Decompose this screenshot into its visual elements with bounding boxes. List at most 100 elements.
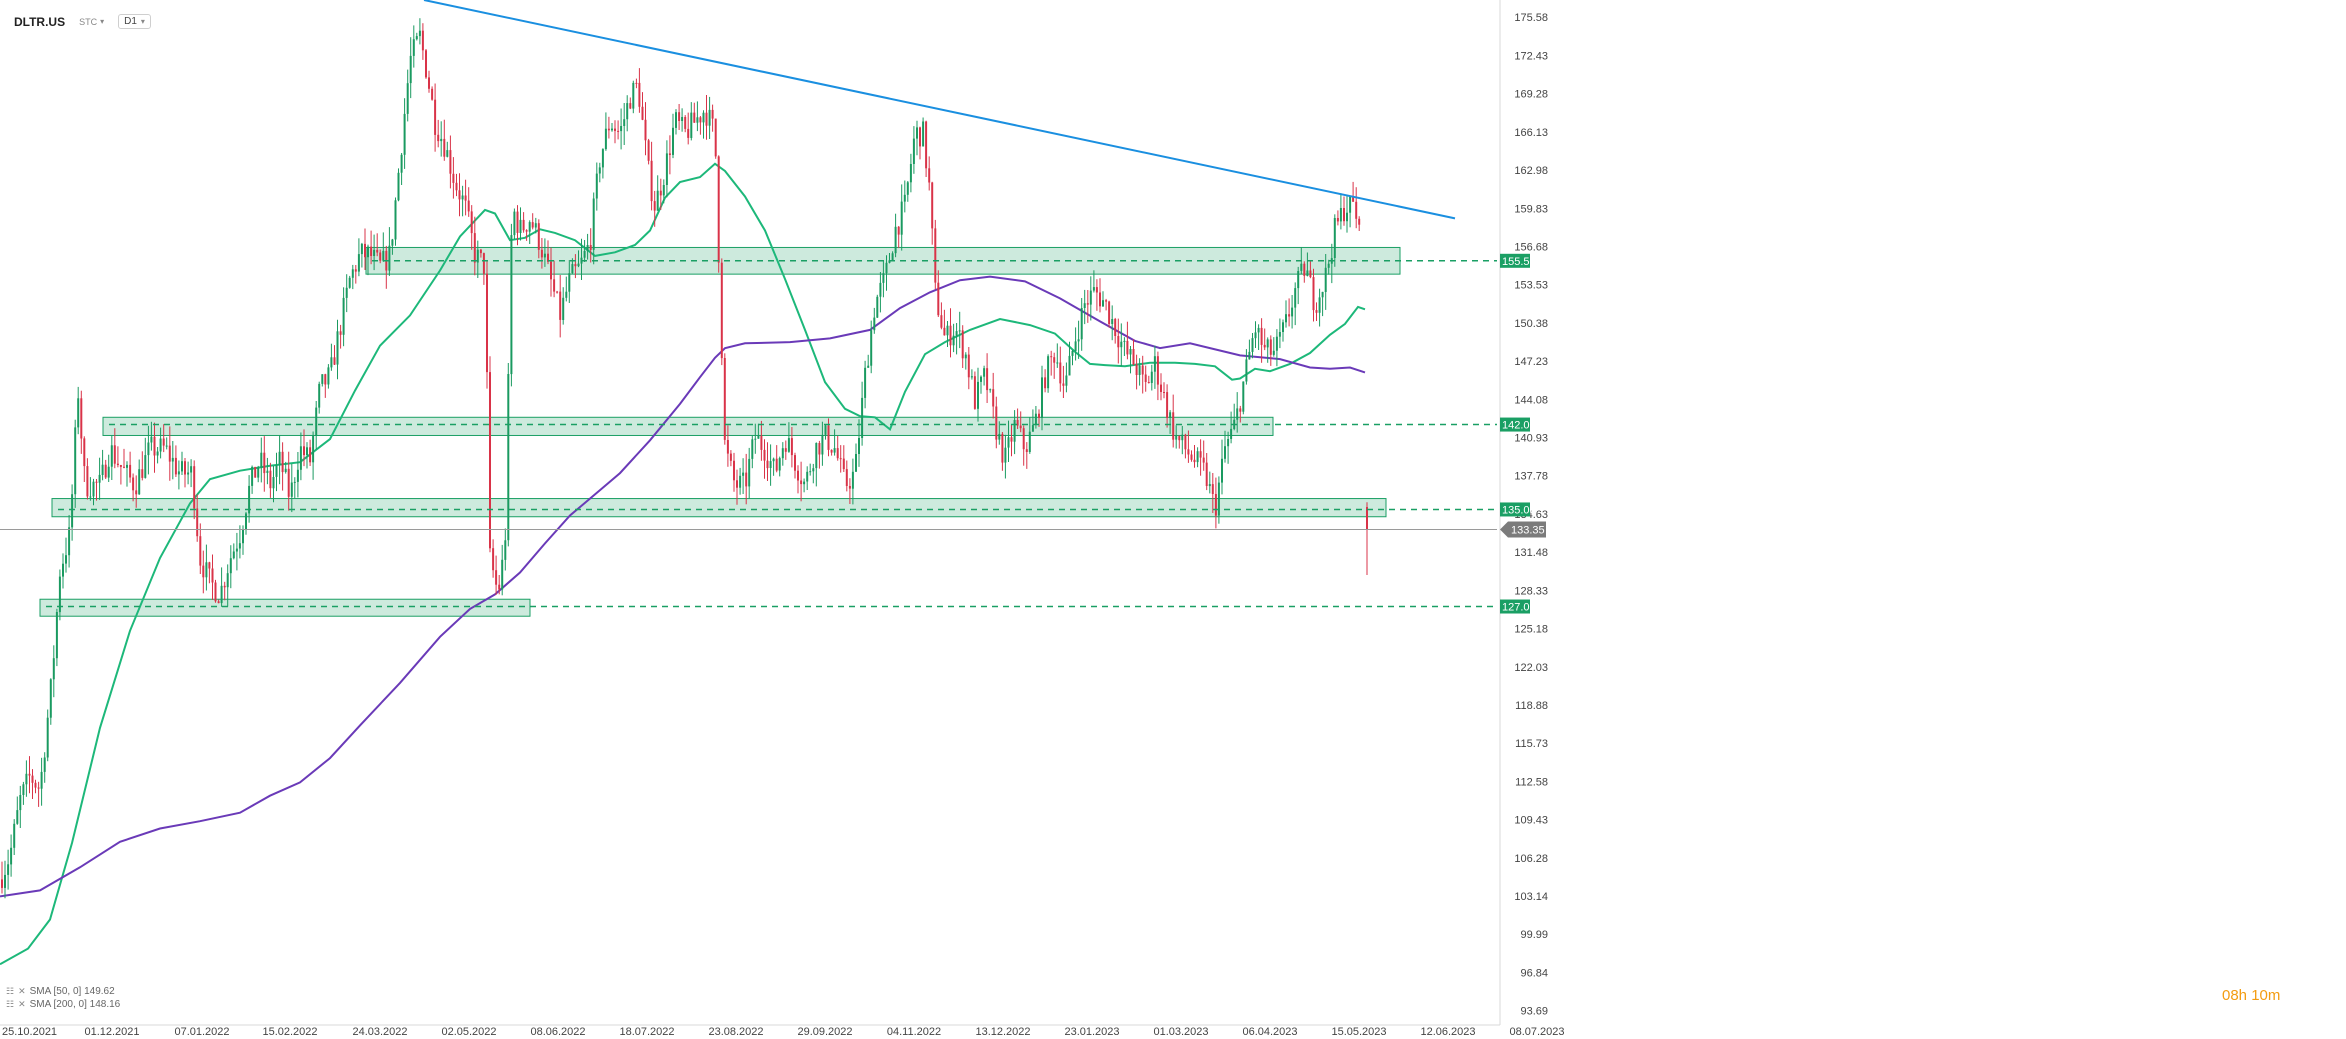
- candle-body: [147, 442, 150, 456]
- candle-body: [1053, 357, 1056, 363]
- y-tick-label: 118.88: [1515, 700, 1548, 712]
- indicator-sma50-label: SMA [50, 0] 149.62: [29, 986, 115, 997]
- currency-label: STC: [79, 16, 98, 27]
- candle-body: [571, 264, 574, 274]
- candle-body: [821, 434, 824, 455]
- candle-body: [205, 562, 208, 578]
- indicator-sma200[interactable]: ☷ ✕ SMA [200, 0] 148.16: [6, 998, 120, 1011]
- candle-body: [696, 117, 699, 123]
- candle-body: [101, 464, 104, 475]
- candle-body: [879, 282, 882, 297]
- candle-body: [870, 330, 873, 366]
- candle-body: [983, 368, 986, 377]
- candle-body: [52, 658, 55, 680]
- timeframe-selector[interactable]: D1 ▾: [118, 14, 151, 29]
- candle-body: [1339, 208, 1342, 222]
- y-tick-label: 125.18: [1514, 624, 1548, 636]
- candle-body: [498, 584, 501, 590]
- candle-body: [232, 551, 235, 559]
- candle-body: [1242, 381, 1245, 412]
- candle-body: [739, 475, 742, 488]
- candle-body: [470, 211, 473, 234]
- candle-body: [217, 601, 220, 604]
- level-tag: [1500, 502, 1530, 517]
- candle-body: [49, 679, 52, 718]
- candle-body: [379, 252, 382, 261]
- settings-icon[interactable]: ☷: [6, 986, 15, 996]
- candle-body: [1324, 267, 1327, 292]
- candle-body: [723, 358, 726, 440]
- sma-50-line: [0, 162, 1366, 966]
- candle-body: [1333, 218, 1336, 258]
- candle-body: [1041, 377, 1043, 418]
- candle-body: [254, 466, 257, 478]
- candle-body: [95, 481, 98, 483]
- candle-body: [1205, 462, 1208, 486]
- candle-body: [327, 367, 330, 385]
- candle-body: [772, 458, 775, 462]
- candle-body: [409, 55, 412, 84]
- candle-body: [577, 263, 580, 267]
- candle-body: [845, 469, 848, 486]
- candle-body: [132, 477, 135, 491]
- candle-body: [235, 548, 238, 552]
- candle-body: [617, 130, 620, 132]
- currency-selector[interactable]: STC ▾: [79, 17, 104, 27]
- candle-body: [586, 245, 589, 252]
- candle-body: [855, 454, 857, 472]
- candle-body: [184, 461, 186, 475]
- candle-body: [434, 99, 437, 135]
- candle-body: [1047, 356, 1050, 389]
- y-tick-label: 112.58: [1515, 776, 1548, 788]
- candle-body: [330, 357, 333, 368]
- close-icon[interactable]: ✕: [18, 986, 26, 996]
- candle-body: [964, 354, 967, 359]
- symbol-label[interactable]: DLTR.US: [14, 14, 66, 29]
- candle-body: [711, 109, 714, 119]
- candle-body: [58, 576, 61, 613]
- candle-body: [778, 458, 781, 471]
- candle-body: [113, 445, 116, 464]
- candle-body: [1221, 458, 1223, 483]
- candle-body: [1300, 263, 1303, 271]
- candle-body: [428, 77, 430, 89]
- candle-body: [119, 465, 122, 467]
- candle-body: [1123, 340, 1126, 342]
- candle-body: [98, 474, 101, 483]
- candle-body: [1181, 434, 1184, 441]
- candle-body: [25, 773, 28, 785]
- close-icon[interactable]: ✕: [18, 999, 26, 1009]
- candle-body: [278, 451, 281, 466]
- candle-body: [528, 222, 531, 232]
- candle-body: [1309, 270, 1312, 278]
- candle-body: [272, 477, 275, 489]
- candle-body: [28, 773, 31, 776]
- y-tick-label: 115.73: [1515, 738, 1548, 750]
- candle-body: [1245, 359, 1248, 382]
- candle-body: [208, 562, 211, 569]
- candle-body: [1269, 339, 1272, 355]
- candle-body: [787, 438, 790, 452]
- indicator-sma50[interactable]: ☷ ✕ SMA [50, 0] 149.62: [6, 985, 120, 998]
- candle-body: [1343, 208, 1345, 222]
- candle-body: [861, 397, 864, 438]
- candle-body: [961, 330, 964, 359]
- candle-body: [794, 455, 796, 471]
- candle-body: [245, 513, 247, 530]
- candle-body: [583, 251, 586, 258]
- candle-body: [1160, 384, 1162, 392]
- support-zone: [51, 498, 1387, 518]
- candle-body: [726, 440, 729, 454]
- y-tick-label: 109.43: [1514, 815, 1548, 827]
- candle-body: [1260, 327, 1263, 345]
- x-tick-label: 08.07.2023: [1509, 1026, 1564, 1038]
- candle-body: [55, 612, 58, 659]
- current-price-label: 133.35: [1511, 524, 1545, 536]
- candle-body: [973, 376, 976, 409]
- candle-body: [992, 389, 995, 407]
- candle-body: [781, 448, 784, 459]
- candle-body: [333, 357, 336, 365]
- candle-body: [543, 253, 546, 258]
- settings-icon[interactable]: ☷: [6, 999, 15, 1009]
